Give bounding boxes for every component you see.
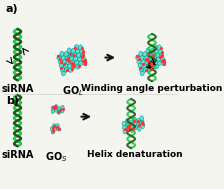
Text: Helix denaturation: Helix denaturation	[87, 150, 183, 159]
Text: GO$_L$: GO$_L$	[62, 84, 84, 98]
Text: siRNA: siRNA	[1, 150, 34, 160]
Text: Winding angle perturbation: Winding angle perturbation	[81, 84, 223, 93]
Text: b): b)	[6, 96, 19, 106]
Text: GO$_S$: GO$_S$	[45, 150, 67, 164]
Text: siRNA: siRNA	[1, 84, 34, 94]
Text: a): a)	[6, 4, 19, 14]
